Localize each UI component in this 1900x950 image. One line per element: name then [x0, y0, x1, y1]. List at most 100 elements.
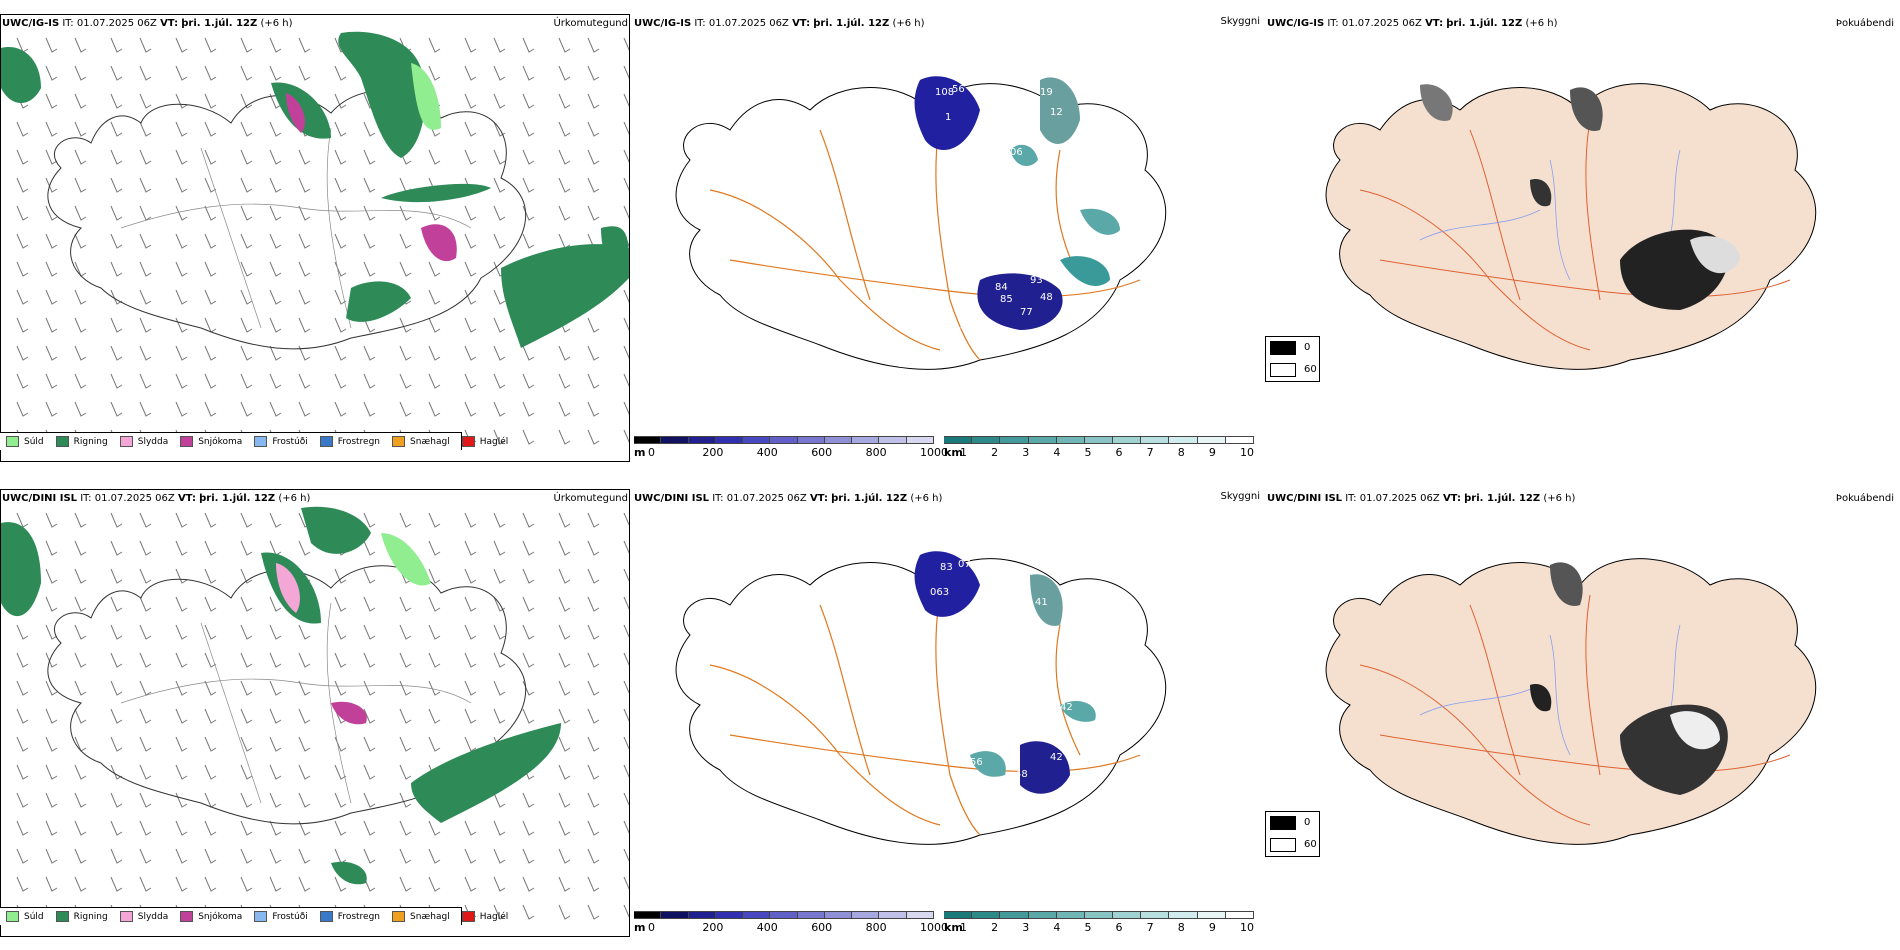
wind-barb: [428, 820, 441, 836]
wind-barb: [428, 317, 441, 333]
wind-barb: [139, 65, 152, 81]
colorbar-segment: [634, 911, 662, 919]
wind-barb: [45, 596, 58, 612]
legend-swatch: [55, 436, 69, 447]
wind-barb: [464, 233, 477, 249]
wind-barb: [587, 596, 600, 612]
forecast-row-2: UWC/DINI ISL IT: 01.07.2025 06Z VT: þri.…: [0, 475, 1900, 950]
wind-barb: [240, 792, 253, 808]
wind-barb: [269, 512, 282, 528]
wind-barb: [139, 261, 152, 277]
wind-barb: [587, 205, 600, 221]
wind-barb: [522, 876, 535, 892]
roads: [709, 594, 1141, 836]
wind-barb: [464, 596, 477, 612]
wind-barb: [298, 317, 311, 333]
legend-item: Snæhagl: [392, 911, 450, 922]
legend-swatch: [6, 436, 19, 447]
wind-barb: [139, 708, 152, 724]
wind-barb: [175, 624, 188, 640]
wind-barb: [298, 680, 311, 696]
wind-barb: [464, 848, 477, 864]
valid-time: þri. 1.júl. 12Z: [1464, 493, 1541, 504]
wind-barb: [16, 736, 29, 752]
wind-barb: [298, 876, 311, 892]
wind-barb: [334, 121, 347, 137]
wind-barb: [399, 401, 412, 417]
wind-barb: [522, 708, 535, 724]
wind-barb: [139, 401, 152, 417]
wind-barb: [204, 708, 217, 724]
wind-barb: [139, 149, 152, 165]
valid-label: VT:: [160, 18, 179, 29]
wind-barb: [363, 121, 376, 137]
ceiling-patches: [914, 551, 1096, 794]
ceiling-value: 48: [1040, 292, 1053, 303]
wind-barb: [240, 736, 253, 752]
wind-barb: [110, 205, 123, 221]
wind-barb: [587, 93, 600, 109]
wind-barb: [269, 345, 282, 361]
wind-barb: [139, 596, 152, 612]
wind-barb: [269, 624, 282, 640]
wind-barb: [45, 93, 58, 109]
wind-barb: [558, 429, 571, 445]
wind-barb: [623, 205, 629, 219]
wind-barb: [464, 708, 477, 724]
wind-barb: [74, 373, 87, 389]
wind-barb: [464, 401, 477, 417]
wind-barb: [522, 652, 535, 668]
cloud-title: Þokuábendi: [1835, 18, 1894, 29]
wind-barb: [139, 540, 152, 556]
wind-barb: [587, 764, 600, 780]
colorbar-tick-label: 600: [811, 921, 833, 934]
wind-barb: [240, 93, 253, 109]
wind-barb: [334, 568, 347, 584]
ceiling-value: 42: [1050, 752, 1063, 763]
wind-barb: [493, 708, 506, 724]
wind-barb: [464, 820, 477, 836]
wind-barb: [204, 736, 217, 752]
ceiling-value: 1: [945, 112, 951, 123]
wind-barb: [269, 792, 282, 808]
wind-barb: [334, 876, 347, 892]
wind-barb: [139, 764, 152, 780]
wind-barb: [298, 624, 311, 640]
wind-barb: [334, 764, 347, 780]
wind-barb: [464, 652, 477, 668]
model-name: UWC/IG-IS: [634, 18, 692, 29]
colorbar-tick-label: 7: [1146, 921, 1154, 934]
colorbar-segment: [715, 436, 744, 444]
wind-barb: [16, 848, 29, 864]
wind-barb: [399, 624, 412, 640]
wind-barb: [428, 401, 441, 417]
wind-barb: [493, 121, 506, 137]
wind-barb: [298, 848, 311, 864]
wind-barb: [269, 596, 282, 612]
wind-barb: [363, 512, 376, 528]
wind-barb: [45, 736, 58, 752]
wind-barb: [623, 764, 629, 778]
wind-barb: [175, 93, 188, 109]
cloud-map: [1325, 558, 1817, 845]
wind-barb: [45, 149, 58, 165]
wind-barb: [428, 596, 441, 612]
wind-barb: [74, 93, 87, 109]
wind-barb: [139, 820, 152, 836]
wind-barb: [399, 848, 412, 864]
ceiling-value: 42: [1060, 702, 1073, 713]
wind-barb: [298, 373, 311, 389]
wind-barb: [363, 820, 376, 836]
wind-barb: [587, 149, 600, 165]
wind-barb: [334, 289, 347, 305]
cloud-swatch: [1270, 363, 1296, 377]
colorbar-segment: [1056, 911, 1085, 919]
wind-barb: [587, 37, 600, 53]
wind-barb: [74, 680, 87, 696]
cloud-label: 60: [1304, 364, 1317, 375]
colorbar-tick-label: 8: [1177, 921, 1185, 934]
legend-item: Súld: [6, 911, 44, 922]
wind-barb: [298, 177, 311, 193]
issue-time: 01.07.2025 06Z: [94, 493, 175, 504]
wind-barb: [623, 680, 629, 694]
